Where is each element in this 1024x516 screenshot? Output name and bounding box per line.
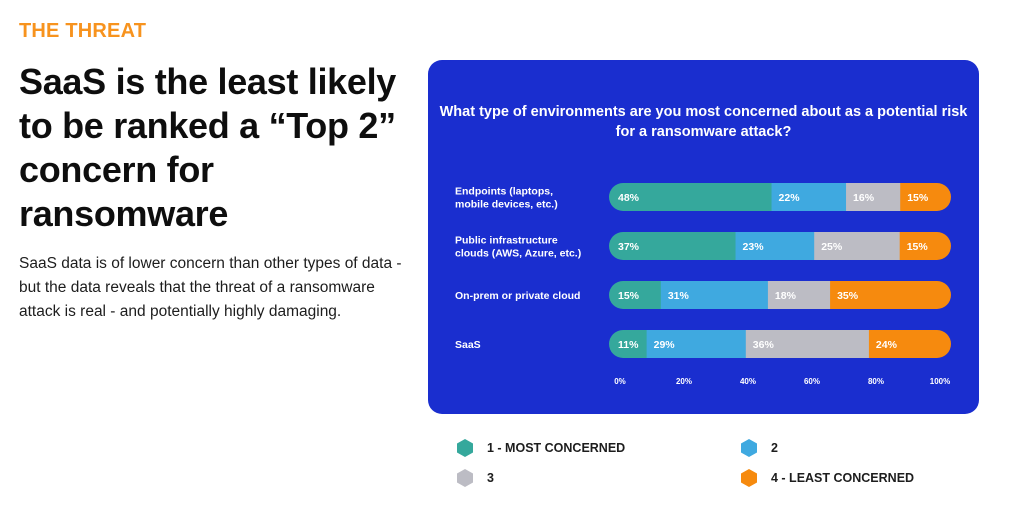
category-label: Public infrastructure clouds (AWS, Azure,… — [455, 235, 581, 260]
x-tick-label: 0% — [614, 377, 626, 386]
x-tick-label: 80% — [868, 377, 884, 386]
bar-segment — [609, 232, 737, 260]
bar-segment — [846, 183, 901, 211]
bar-row — [609, 183, 951, 211]
data-label: 48% — [618, 192, 640, 204]
bar-segment — [609, 281, 662, 309]
legend-item-rank-3: 3 — [456, 468, 494, 488]
bar-segment — [735, 232, 815, 260]
legend-hexagon-icon — [457, 469, 473, 487]
data-label: 24% — [876, 339, 898, 351]
data-label: 25% — [821, 241, 843, 253]
stacked-bar-chart: Endpoints (laptops, mobile devices, etc.)… — [455, 183, 951, 386]
headline: SaaS is the least likely to be ranked a … — [19, 61, 397, 234]
category-label: SaaS — [455, 339, 481, 351]
category-label: On-prem or private cloud — [455, 290, 580, 302]
legend-item-rank-4: 4 - LEAST CONCERNED — [740, 468, 914, 488]
data-label: 15% — [907, 241, 929, 253]
legend-item-rank-1: 1 - MOST CONCERNED — [456, 438, 625, 458]
section-label: THE THREAT — [19, 20, 147, 42]
data-label: 15% — [618, 290, 640, 302]
legend-hexagon-icon — [741, 469, 757, 487]
legend-hexagon-icon — [741, 439, 757, 457]
data-label: 35% — [837, 290, 859, 302]
data-label: 18% — [775, 290, 797, 302]
bar-segment — [868, 330, 951, 358]
bar-row — [609, 232, 951, 260]
bar-segment — [767, 281, 831, 309]
data-label: 31% — [668, 290, 690, 302]
data-label: 11% — [618, 339, 639, 351]
bar-segment — [830, 281, 951, 309]
bar-segment — [660, 281, 769, 309]
legend-item-rank-2: 2 — [740, 438, 778, 458]
x-tick-label: 100% — [930, 377, 950, 386]
data-label: 16% — [853, 192, 875, 204]
x-tick-label: 60% — [804, 377, 820, 386]
data-label: 37% — [618, 241, 640, 253]
category-label: Endpoints (laptops, mobile devices, etc.) — [455, 186, 558, 211]
bar-segment — [609, 183, 773, 211]
bar-segment — [646, 330, 747, 358]
data-label: 15% — [907, 192, 929, 204]
bar-segment — [899, 232, 951, 260]
data-label: 29% — [654, 339, 676, 351]
data-label: 23% — [743, 241, 765, 253]
bar-row — [609, 330, 951, 358]
data-label: 22% — [779, 192, 801, 204]
x-tick-label: 40% — [740, 377, 756, 386]
bar-segment — [745, 330, 870, 358]
bar-segment — [771, 183, 847, 211]
legend-hexagon-icon — [457, 439, 473, 457]
x-tick-label: 20% — [676, 377, 692, 386]
body-text: SaaS data is of lower concern than other… — [19, 255, 402, 320]
bar-row — [609, 281, 951, 309]
legend-label: 4 - LEAST CONCERNED — [771, 471, 915, 485]
bar-segment — [609, 330, 648, 358]
legend-label: 1 - MOST CONCERNED — [487, 441, 626, 455]
bar-segment — [814, 232, 901, 260]
chart-panel: What type of environments are you most c… — [428, 60, 979, 414]
bar-segment — [900, 183, 951, 211]
data-label: 36% — [753, 339, 775, 351]
legend-label: 2 — [771, 441, 778, 455]
chart-title: What type of environments are you most c… — [439, 104, 968, 140]
legend-label: 3 — [487, 471, 494, 485]
